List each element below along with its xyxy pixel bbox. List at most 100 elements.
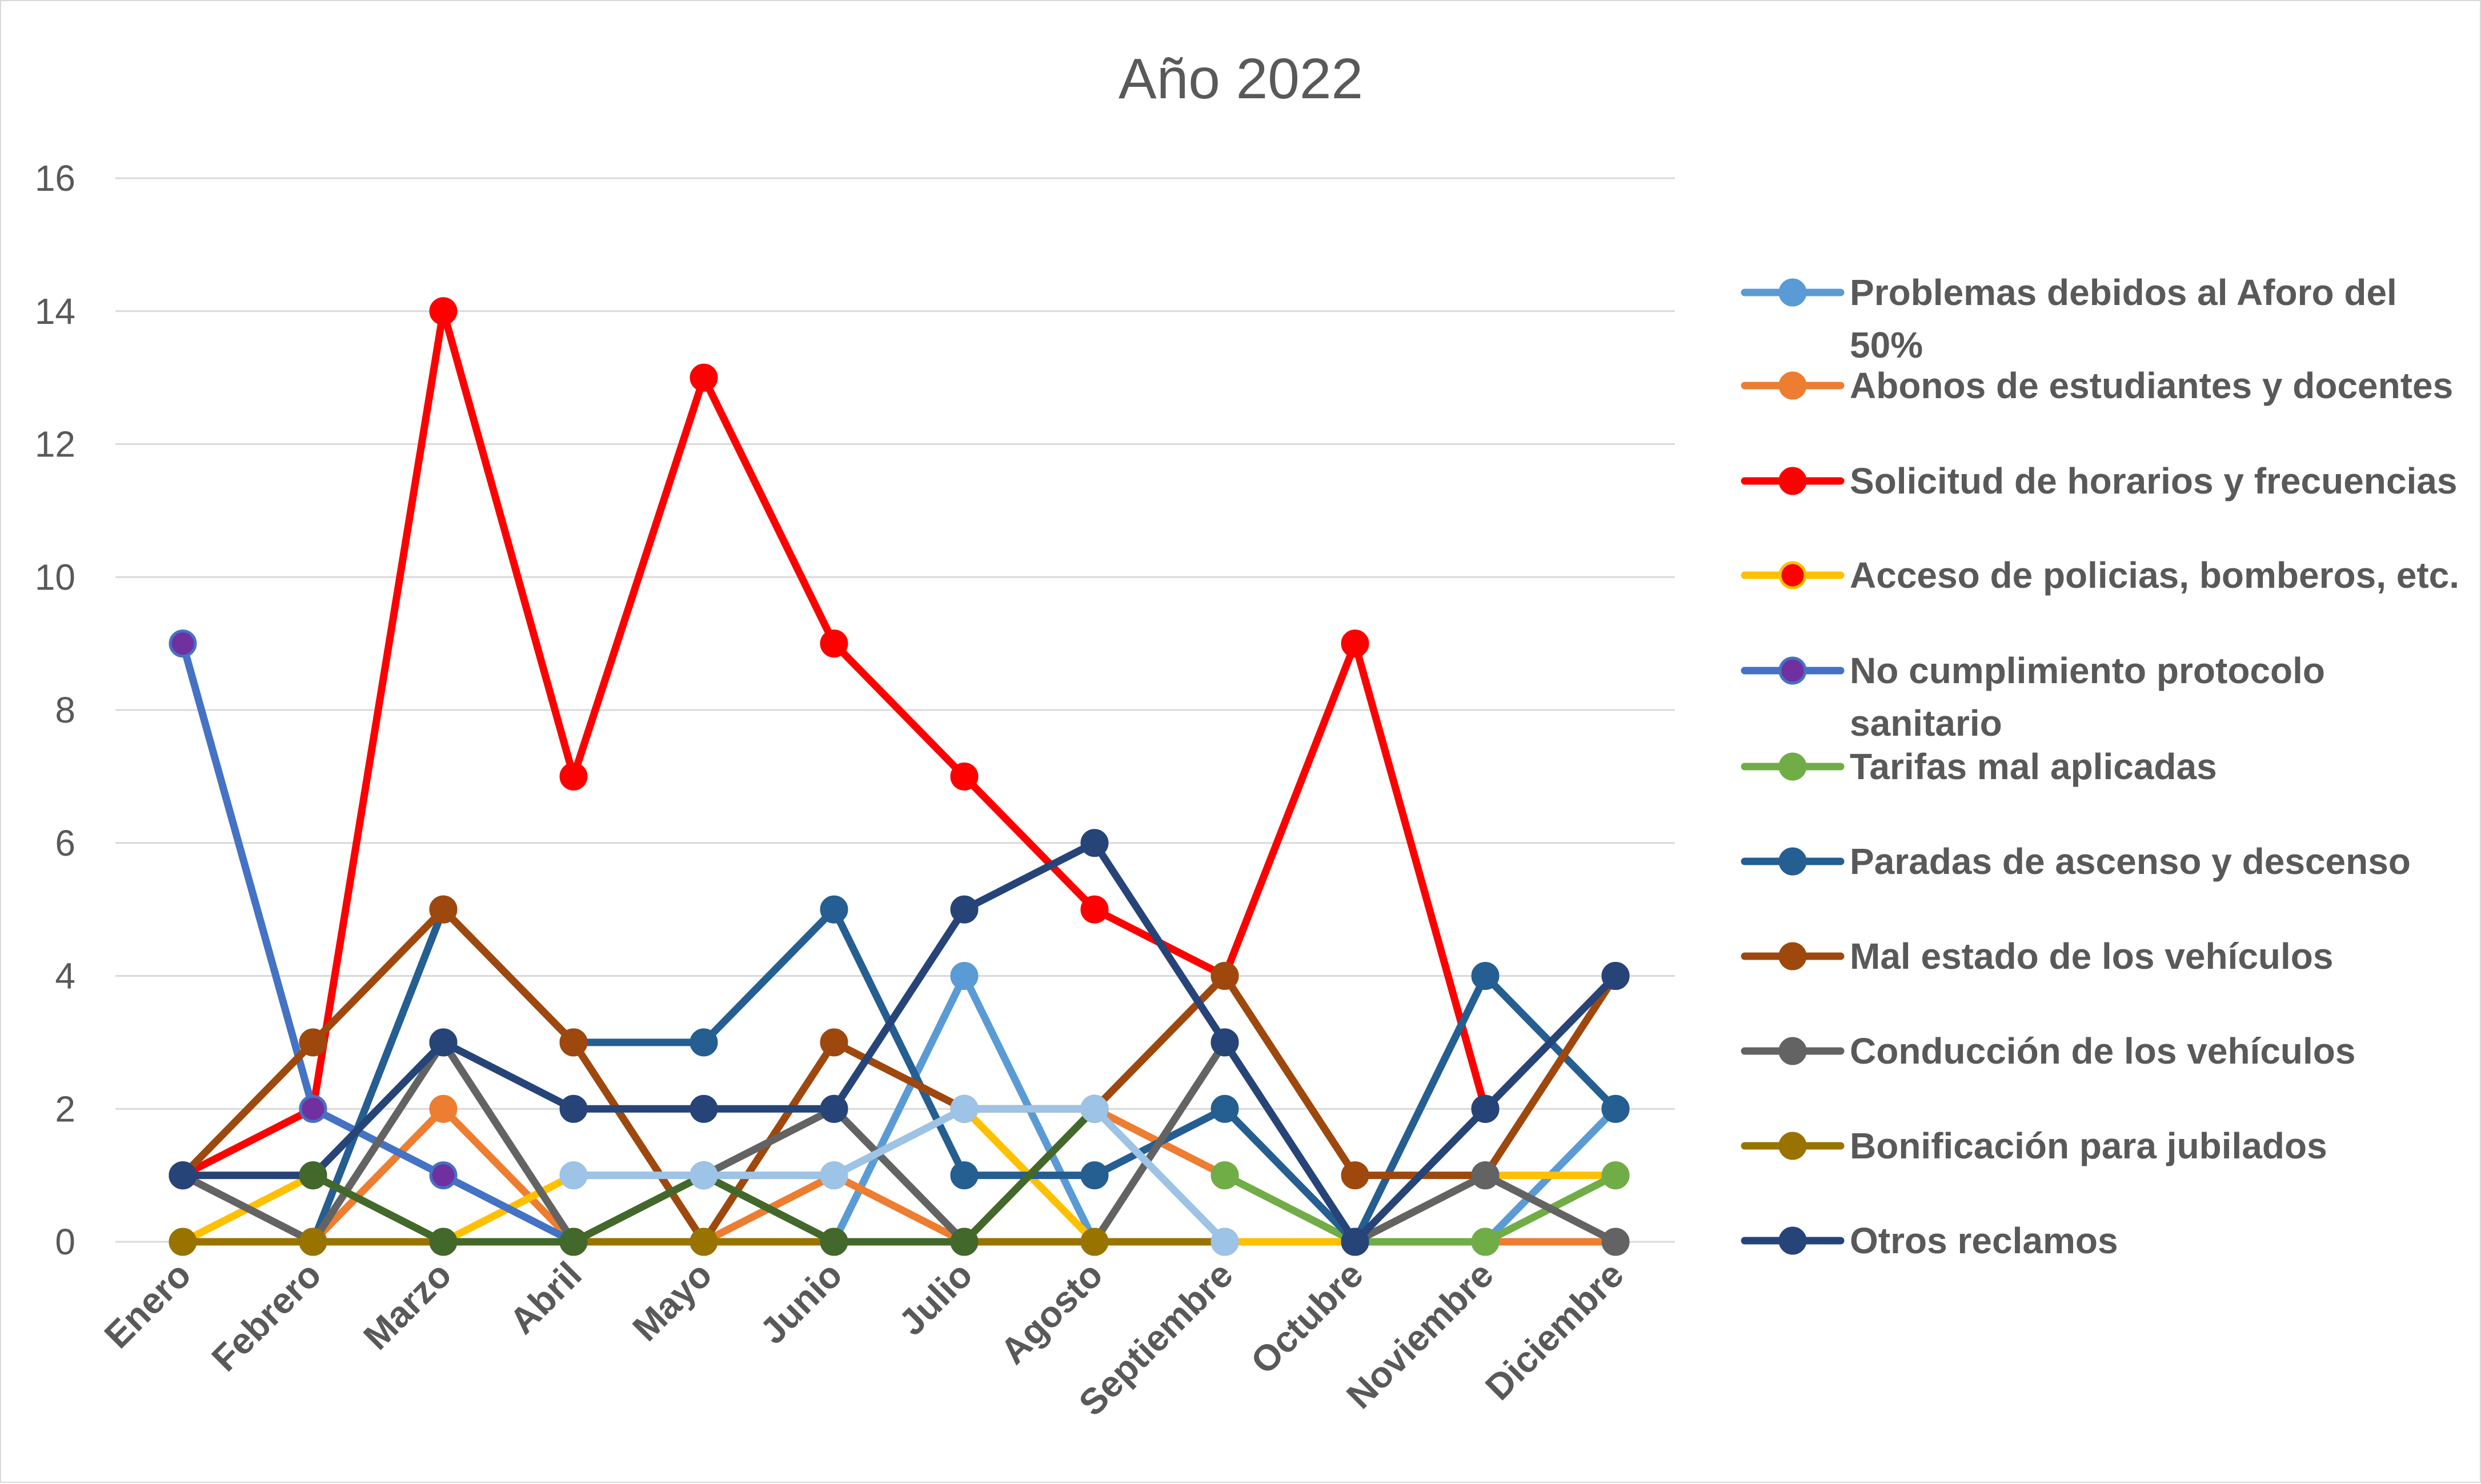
x-tick-label: Mayo (624, 1254, 720, 1349)
data-point (1211, 962, 1239, 990)
data-point (820, 1094, 848, 1123)
data-point (950, 895, 979, 924)
legend-item: Otros reclamos (1741, 1220, 2118, 1261)
legend-swatch-marker (1778, 942, 1807, 970)
data-point (1601, 962, 1630, 990)
legend-swatch-marker (1778, 278, 1807, 307)
data-point (1080, 1161, 1109, 1190)
legend-label-line: sanitario (1850, 703, 2002, 744)
legend-item: Mal estado de los vehículos (1741, 936, 2333, 977)
chart-title: Año 2022 (1119, 47, 1363, 111)
x-tick-label: Abril (502, 1254, 590, 1342)
data-point (559, 762, 588, 791)
y-tick-label: 6 (55, 823, 75, 864)
data-point (820, 1028, 848, 1057)
data-point (429, 1161, 458, 1190)
data-point (299, 1228, 327, 1256)
legend-label: Problemas debidos al Aforo del 50% (1850, 272, 2397, 366)
data-point (1211, 1094, 1239, 1123)
legend-label-line: Problemas debidos al Aforo del (1850, 272, 2397, 313)
data-point (1601, 1161, 1630, 1190)
data-point (559, 1228, 588, 1256)
legend-label-line: 50% (1850, 324, 1923, 366)
series-7 (169, 895, 1630, 1256)
data-point (820, 629, 848, 658)
data-point (820, 1161, 848, 1190)
data-point (429, 1028, 458, 1057)
y-tick-label: 10 (35, 556, 75, 597)
y-tick-label: 12 (35, 424, 75, 465)
data-point (429, 1228, 458, 1256)
data-point (1341, 1228, 1369, 1256)
y-tick-label: 16 (35, 158, 75, 199)
series-line (570, 1105, 1229, 1246)
legend-swatch-marker (1778, 656, 1807, 685)
data-point (299, 1028, 327, 1057)
legend-item: Abonos de estudiantes y docentes (1741, 365, 2453, 406)
legend-label: Acceso de policias, bomberos, etc. (1850, 555, 2459, 596)
data-point (690, 363, 718, 392)
legend-item: Problemas debidos al Aforo del 50% (1741, 272, 2397, 366)
y-tick-label: 8 (55, 689, 75, 731)
y-tick-label: 2 (55, 1088, 75, 1129)
legend-label-line: No cumplimiento protocolo (1850, 650, 2325, 691)
data-point (1211, 1161, 1239, 1190)
legend-label: Paradas de ascenso y descenso (1850, 841, 2411, 882)
data-point (1471, 1161, 1500, 1190)
y-tick-label: 0 (55, 1221, 75, 1262)
data-point (1471, 962, 1500, 990)
legend-swatch-marker (1778, 561, 1807, 589)
data-point (1211, 1028, 1239, 1057)
legend: Problemas debidos al Aforo del 50%Abonos … (1741, 272, 2459, 1261)
data-point (950, 1161, 979, 1190)
data-point (1471, 1228, 1500, 1256)
data-point (169, 1161, 197, 1190)
data-point (950, 762, 979, 791)
data-point (1341, 629, 1369, 658)
legend-swatch-marker (1778, 467, 1807, 495)
legend-item: Bonificación para jubilados (1741, 1125, 2327, 1166)
data-point (950, 962, 979, 990)
data-point (1080, 829, 1109, 857)
x-tick-label: Octubre (1242, 1254, 1370, 1382)
data-point (169, 629, 197, 658)
data-point (950, 1094, 979, 1123)
legend-swatch-marker (1778, 371, 1807, 400)
x-tick-label: Junio (752, 1254, 850, 1352)
legend-item: Acceso de policias, bomberos, etc. (1741, 555, 2459, 596)
y-axis-tick-labels: 0 2 4 6 8 10 12 14 16 (35, 158, 75, 1262)
data-point (690, 1161, 718, 1190)
legend-label: Otros reclamos (1850, 1220, 2118, 1261)
legend-label: Solicitud de horarios y frecuencias (1850, 460, 2457, 502)
x-axis-tick-labels: Enero Febrero Marzo Abril Mayo Junio Julio Agos… (97, 1254, 1632, 1423)
x-tick-label: Enero (97, 1254, 199, 1356)
legend-swatch-marker (1778, 1037, 1807, 1065)
x-tick-label: Julio (891, 1254, 980, 1343)
legend-label: Conducción de los vehículos (1850, 1030, 2355, 1072)
legend-swatch-marker (1778, 847, 1807, 876)
x-tick-label: Diciembre (1477, 1254, 1632, 1408)
data-point (820, 1228, 848, 1256)
data-point (1211, 1228, 1239, 1256)
data-point (950, 1228, 979, 1256)
legend-item: Conducción de los vehículos (1741, 1030, 2355, 1072)
legend-swatch-marker (1778, 752, 1807, 781)
data-point (1080, 895, 1109, 924)
series-line (179, 307, 1620, 1180)
data-point (820, 895, 848, 924)
data-point (1080, 1094, 1109, 1123)
data-point (299, 1094, 327, 1123)
legend-item: No cumplimiento protocolo sanitario (1741, 650, 2325, 744)
legend-item: Paradas de ascenso y descenso (1741, 841, 2411, 882)
y-tick-label: 14 (35, 291, 75, 332)
data-point (429, 1094, 458, 1123)
data-point (690, 1094, 718, 1123)
data-point (429, 297, 458, 326)
x-tick-label: Agosto (992, 1254, 1111, 1372)
series-9 (169, 1228, 1239, 1256)
data-point (1601, 1228, 1630, 1256)
series-12 (559, 1094, 1239, 1256)
legend-label: Abonos de estudiantes y docentes (1850, 365, 2453, 406)
